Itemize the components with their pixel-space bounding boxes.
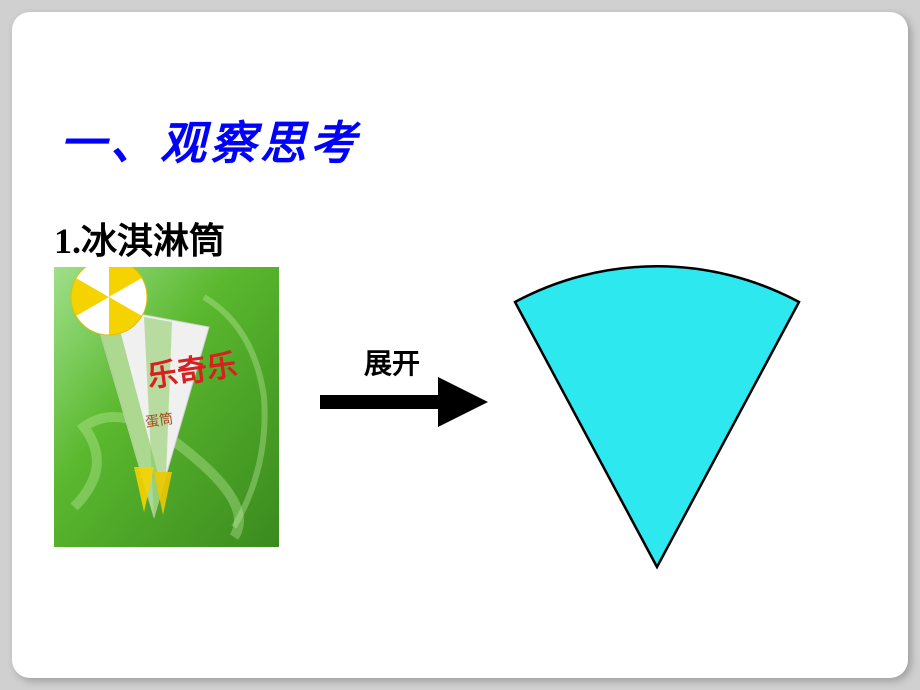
- item-title: 1.冰淇淋筒: [54, 212, 225, 264]
- arrow-label: 展开: [364, 342, 420, 382]
- section-heading: 一、观察思考: [60, 107, 360, 173]
- unfolded-sector-shape: [497, 247, 817, 592]
- ice-cream-cone-image: 乐奇乐 蛋筒: [54, 267, 279, 547]
- slide-card: 一、观察思考 1.冰淇淋筒: [12, 12, 908, 678]
- unfold-arrow-icon: [320, 377, 490, 432]
